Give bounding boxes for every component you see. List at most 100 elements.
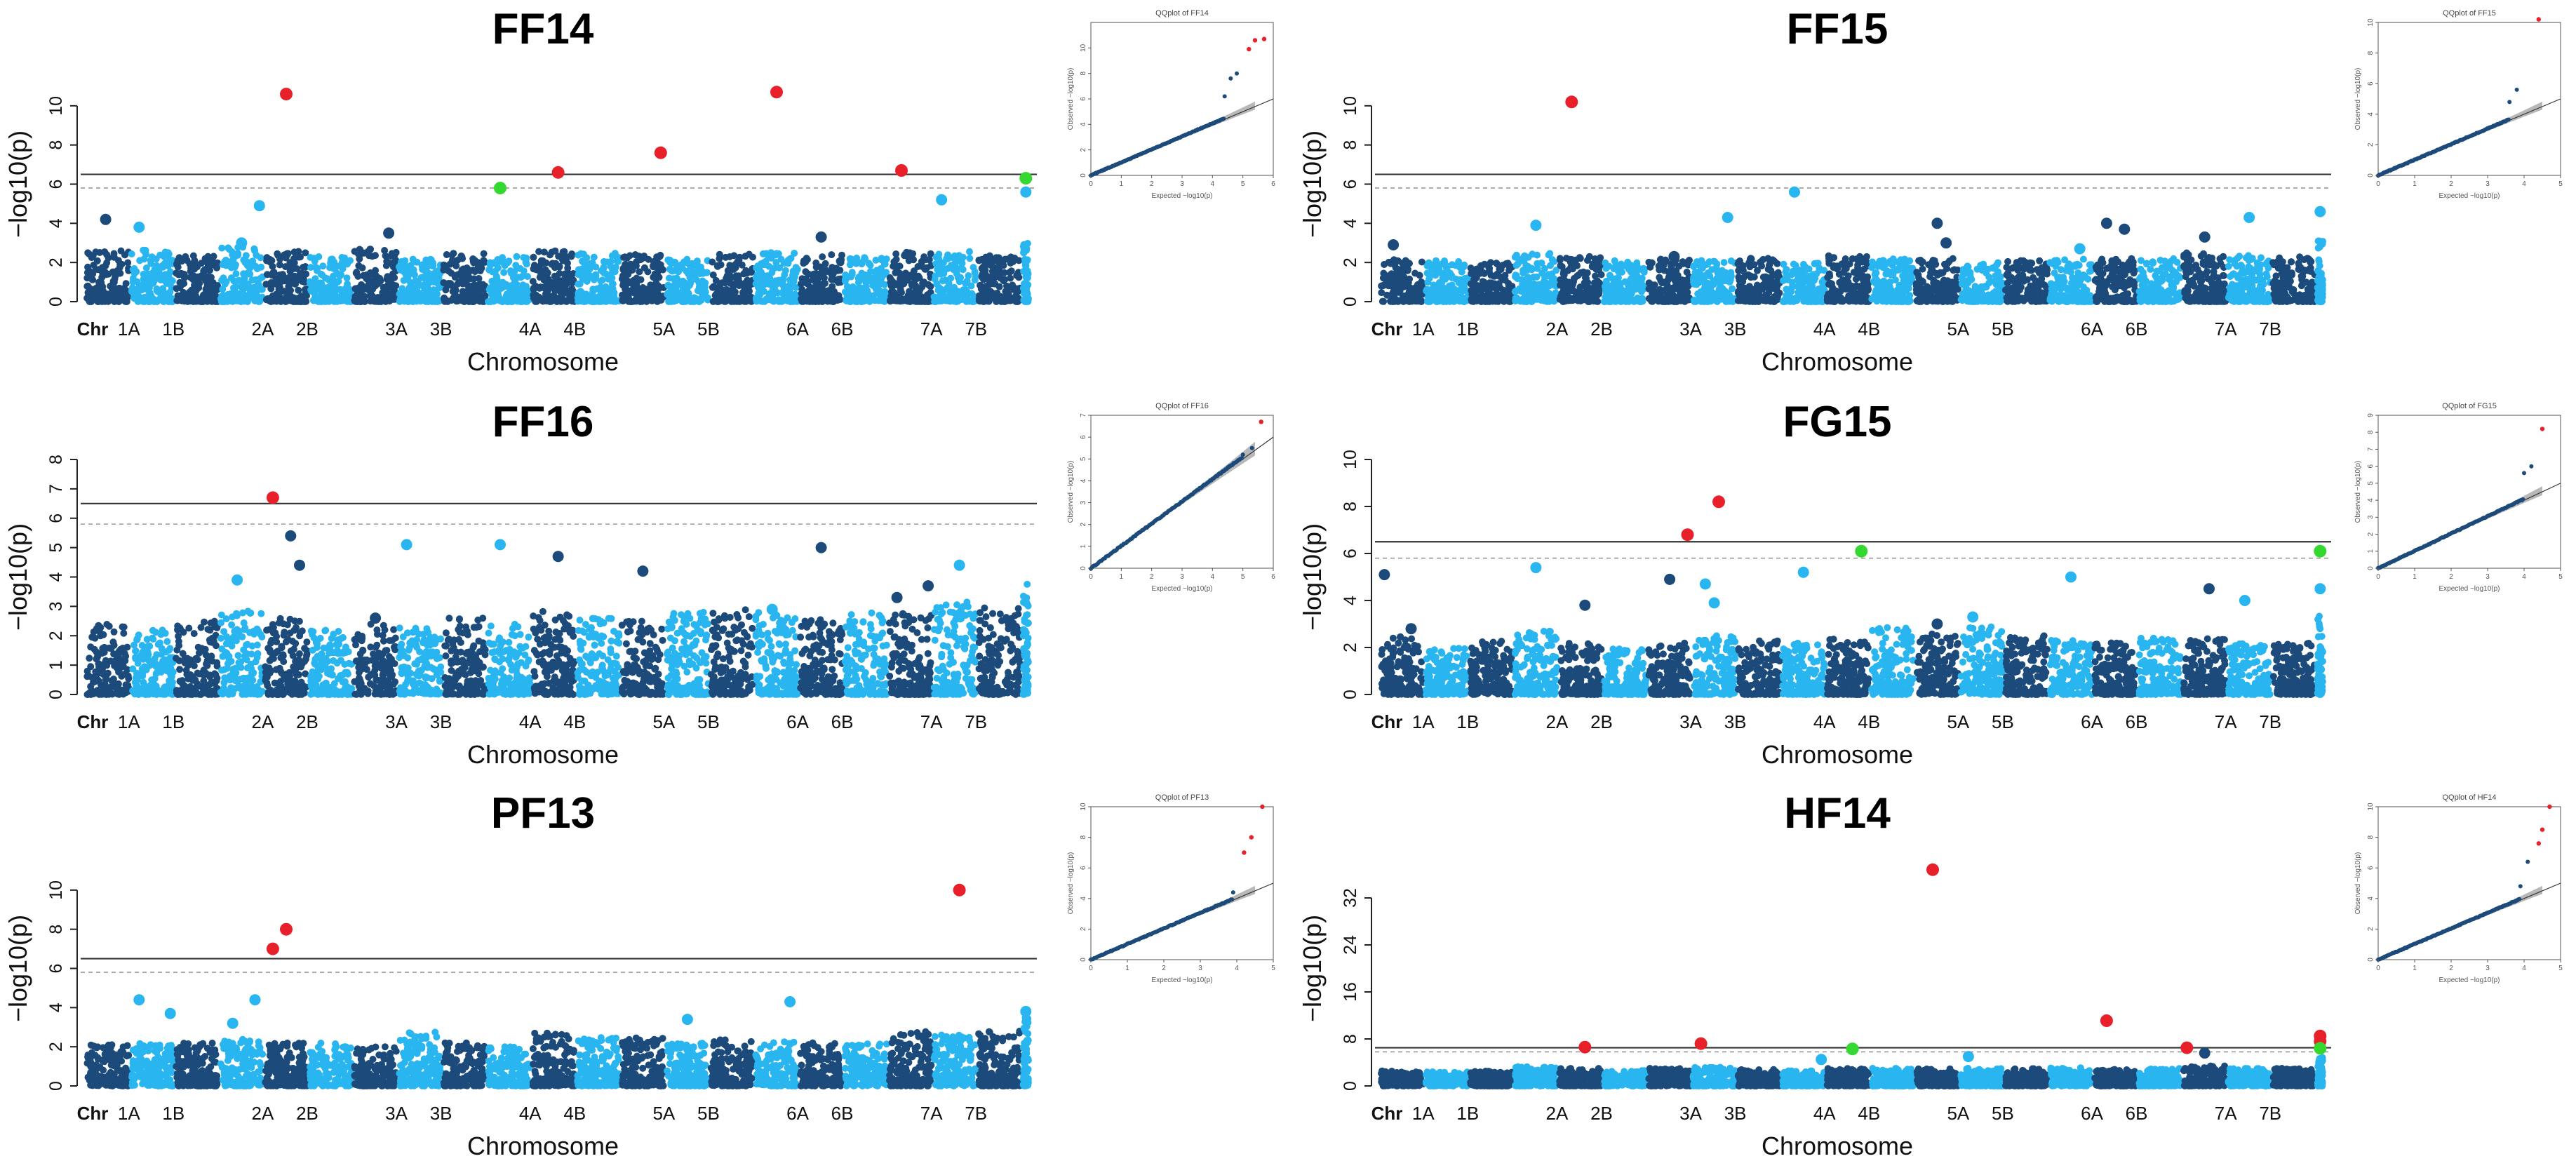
snp-point [735,256,743,264]
x-tick-label: 1A [118,318,140,340]
snp-point [1576,254,1583,262]
snp-point [1501,271,1509,279]
peak-snp-7B [936,194,948,206]
snp-point [741,279,749,287]
snp-point [201,255,209,262]
snp-point [218,244,226,252]
snp-point [1713,274,1721,282]
snp-point [716,255,723,262]
snp-point [445,280,452,287]
snp-point [327,259,335,267]
snp-point [1739,267,1747,275]
snp-point [520,267,528,275]
snp-point [742,269,749,277]
peak-snp-7A [895,164,908,177]
snp-point [546,251,554,259]
snp-point [244,260,252,267]
snp-point [589,298,596,305]
snp-point [88,254,95,262]
snp-point [1586,295,1594,303]
snp-point [899,274,906,281]
peak-snp-2A [253,200,265,212]
snp-point [311,275,319,283]
snp-point [829,270,837,278]
snp-point [318,286,326,293]
snp-point [828,251,836,259]
snp-point [837,259,845,267]
snp-point [275,286,283,293]
snp-point [354,250,362,257]
snp-point [774,250,782,257]
snp-point [897,286,904,293]
qq-tail-point [1247,46,1252,52]
qq-x-tick: 1 [1120,180,1124,188]
snp-point [226,261,234,269]
snp-point [90,287,98,295]
snp-point [1762,278,1770,286]
snp-point [890,258,898,266]
y-tick-label: 10 [46,96,66,116]
snp-point [567,272,575,280]
snp-point [981,283,989,291]
snp-point [680,258,687,266]
y-tick-label: 8 [46,140,66,150]
snp-point [1467,280,1475,288]
qq-tail-point [1252,38,1258,43]
snp-point [1490,272,1498,280]
snp-point [368,295,375,303]
snp-point [160,253,168,260]
snp-point [219,286,227,293]
snp-point [899,297,906,304]
snp-point [635,253,643,260]
qq-x-tick: 0 [1089,180,1093,188]
snp-point [1562,255,1570,262]
snp-point [163,261,170,269]
snp-point [130,293,137,301]
snp-point [703,269,711,276]
snp-point [1407,284,1414,292]
snp-point [175,254,183,262]
snp-point [239,296,246,304]
snp-point [1758,262,1766,270]
snp-point [117,247,125,255]
snp-point [1745,283,1753,290]
snp-point [1806,281,1814,289]
snp-point [1656,274,1663,281]
qq-tail-point [1261,36,1267,41]
snp-point [1720,259,1728,267]
snp-point [833,297,841,304]
snp-point [607,293,614,301]
snp-point [683,286,691,293]
snp-point [758,283,765,291]
snp-point [1811,260,1818,267]
snp-point [1024,297,1032,304]
snp-point [441,297,449,305]
snp-points [83,240,1032,305]
snp-point [551,272,558,280]
peak-snp-4A [494,182,507,195]
snp-point [110,250,118,257]
snp-point [549,283,557,291]
snp-point [353,269,361,276]
snp-point [1759,286,1766,293]
snp-point [753,264,760,271]
snp-point [722,253,730,261]
snp-point [1561,277,1569,285]
snp-point [1736,257,1743,264]
snp-point [485,266,493,274]
snp-point [224,244,232,252]
snp-point [1480,297,1487,305]
snp-point [638,297,645,305]
snp-point [502,292,510,300]
peak-snp-1A [100,213,112,225]
snp-point [147,278,154,286]
snp-point [848,269,856,276]
snp-point [1583,288,1590,295]
chart-title: FF14 [492,5,594,53]
snp-point [975,257,983,264]
snp-point [1487,290,1494,298]
snp-point [1425,275,1433,283]
snp-point [589,286,597,293]
snp-point [116,269,123,276]
